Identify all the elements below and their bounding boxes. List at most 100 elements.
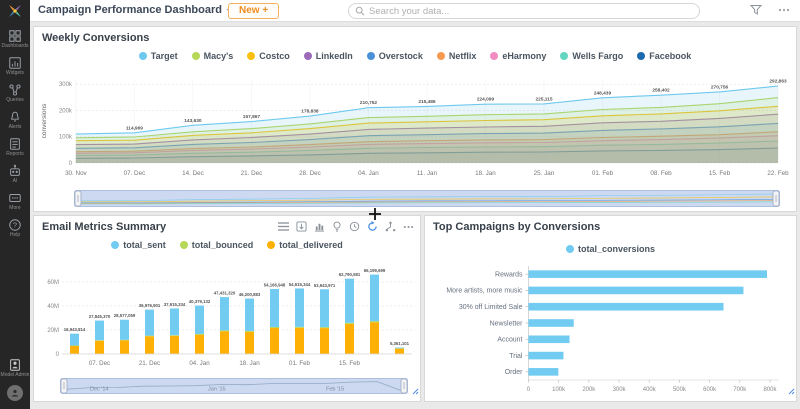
- widget-weekly-conversions: Weekly Conversions Target Macy's Costco Lin…: [33, 26, 797, 212]
- resize-handle-icon[interactable]: [788, 382, 795, 400]
- nav-handle-right[interactable]: [772, 190, 780, 207]
- legend-item-total-conversions[interactable]: total_conversions: [565, 244, 656, 254]
- history-icon[interactable]: [349, 221, 360, 232]
- user-avatar[interactable]: [7, 385, 23, 401]
- svg-text:Dec '14: Dec '14: [90, 387, 108, 393]
- legend-label: Overstock: [378, 51, 423, 61]
- svg-text:800k: 800k: [764, 387, 777, 393]
- nav-handle-left[interactable]: [60, 378, 68, 394]
- legend-item-facebook[interactable]: Facebook: [637, 51, 691, 61]
- email-metrics-chart[interactable]: 0 20M 40M 60M 16,943,814 27,845,370 28,577,059…: [36, 254, 418, 374]
- svg-text:More artists, more music: More artists, more music: [446, 288, 523, 295]
- svg-text:07. Dec: 07. Dec: [124, 170, 146, 177]
- svg-text:215,486: 215,486: [418, 99, 436, 105]
- svg-text:21. Dec: 21. Dec: [241, 170, 263, 177]
- svg-text:20M: 20M: [47, 328, 59, 334]
- widget-top-campaigns: Top Campaigns by Conversions total_conve…: [424, 215, 797, 402]
- pivot-icon[interactable]: [385, 221, 396, 232]
- svg-text:100k: 100k: [59, 135, 72, 141]
- dashboard-title-dropdown[interactable]: Campaign Performance Dashboard: [38, 4, 234, 16]
- legend-dot: [560, 52, 569, 60]
- legend-item-wells-fargo[interactable]: Wells Fargo: [560, 51, 623, 61]
- svg-text:157,867: 157,867: [243, 114, 261, 120]
- legend-label: eHarmony: [502, 51, 547, 61]
- legend-label: Wells Fargo: [572, 51, 624, 61]
- export-icon[interactable]: [296, 221, 307, 232]
- svg-text:114,969: 114,969: [126, 125, 143, 131]
- widget-title: Top Campaigns by Conversions: [433, 221, 601, 233]
- svg-text:Jan '15: Jan '15: [208, 387, 226, 393]
- svg-text:11. Jan: 11. Jan: [417, 170, 438, 177]
- legend-dot: [303, 52, 312, 60]
- svg-text:200k: 200k: [59, 108, 72, 114]
- sidebar-item-alerts[interactable]: Alerts: [0, 110, 30, 130]
- legend-item-target[interactable]: Target: [138, 51, 178, 61]
- legend-label: Costco: [259, 51, 290, 61]
- search-icon: [355, 6, 365, 16]
- legend-item-overstock[interactable]: Overstock: [366, 51, 423, 61]
- legend-item-costco[interactable]: Costco: [247, 51, 290, 61]
- sidebar-item-label: Reports: [6, 151, 24, 157]
- svg-text:01. Feb: 01. Feb: [289, 360, 311, 367]
- alerts-icon: [11, 111, 19, 122]
- svg-text:Account: Account: [497, 337, 522, 344]
- legend-item-netflix[interactable]: Netflix: [436, 51, 476, 61]
- nav-handle-left[interactable]: [74, 190, 82, 207]
- legend-label: total_conversions: [577, 244, 656, 254]
- lightbulb-icon[interactable]: [332, 221, 342, 232]
- resize-handle-icon[interactable]: [412, 382, 419, 400]
- left-sidebar: Dashboards Widgets Queries Alerts Reports AI M…: [0, 22, 30, 409]
- queries-icon: [9, 84, 21, 96]
- legend-dot: [138, 52, 147, 60]
- filter-icon[interactable]: [750, 4, 762, 16]
- widget-more-icon[interactable]: [403, 225, 414, 229]
- chart-type-icon[interactable]: [314, 221, 325, 232]
- dashboards-icon: [9, 30, 21, 42]
- nav-handle-right[interactable]: [400, 378, 408, 394]
- refresh-icon[interactable]: [367, 221, 378, 232]
- svg-text:0: 0: [56, 352, 60, 358]
- sidebar-item-more[interactable]: More: [0, 191, 30, 211]
- top-campaigns-chart[interactable]: 0 100k 200k 300k 400k 500k 600k 700k 800k Rewards…: [429, 260, 792, 398]
- svg-text:225,115: 225,115: [535, 96, 552, 102]
- menu-icon[interactable]: [278, 222, 289, 231]
- legend-item-total-sent[interactable]: total_sent: [111, 240, 166, 250]
- ai-icon: [10, 164, 20, 176]
- new-button[interactable]: New +: [228, 3, 280, 19]
- sidebar-item-ai[interactable]: AI: [0, 164, 30, 184]
- svg-text:5,361,101: 5,361,101: [390, 341, 410, 346]
- search-box[interactable]: [348, 3, 700, 19]
- legend-item-total-bounced[interactable]: total_bounced: [179, 240, 253, 250]
- weekly-range-navigator[interactable]: [74, 190, 780, 207]
- legend-label: LinkedIn: [315, 51, 353, 61]
- svg-text:22. Feb: 22. Feb: [767, 170, 789, 177]
- legend-dot: [366, 52, 375, 60]
- legend-dot: [490, 52, 499, 60]
- sidebar-item-admin[interactable]: Model Admin: [0, 358, 30, 378]
- sidebar-item-reports[interactable]: Reports: [0, 137, 30, 157]
- more-options-icon[interactable]: [778, 8, 790, 12]
- sidebar-item-help[interactable]: ? Help: [0, 218, 30, 238]
- search-input[interactable]: [369, 5, 693, 17]
- legend-item-linkedin[interactable]: LinkedIn: [303, 51, 353, 61]
- sidebar-item-widgets[interactable]: Widgets: [0, 56, 30, 76]
- svg-text:15. Feb: 15. Feb: [709, 170, 731, 177]
- svg-text:Newsletter: Newsletter: [490, 320, 524, 327]
- svg-text:292,863: 292,863: [769, 79, 787, 85]
- weekly-conversions-chart[interactable]: 30. Nov 07. Dec 14. Dec 21. Dec 28. Dec 04. J…: [38, 67, 792, 191]
- legend-item-macy-s[interactable]: Macy's: [191, 51, 233, 61]
- svg-text:600k: 600k: [703, 387, 716, 393]
- sidebar-item-queries[interactable]: Queries: [0, 83, 30, 103]
- svg-text:700k: 700k: [733, 387, 746, 393]
- svg-text:25. Jan: 25. Jan: [534, 170, 555, 177]
- sidebar-item-dashboards[interactable]: Dashboards: [0, 29, 30, 49]
- legend-item-eharmony[interactable]: eHarmony: [490, 51, 546, 61]
- svg-text:47,431,320: 47,431,320: [214, 291, 236, 296]
- svg-text:0: 0: [69, 161, 73, 167]
- svg-text:143,630: 143,630: [184, 118, 202, 124]
- app-logo[interactable]: [0, 0, 30, 22]
- sidebar-item-label: Dashboards: [1, 43, 29, 49]
- sidebar-item-label: Help: [9, 232, 21, 238]
- email-range-navigator[interactable]: Dec '14 Jan '15 Feb '15: [60, 378, 408, 394]
- legend-item-total-delivered[interactable]: total_delivered: [267, 240, 343, 250]
